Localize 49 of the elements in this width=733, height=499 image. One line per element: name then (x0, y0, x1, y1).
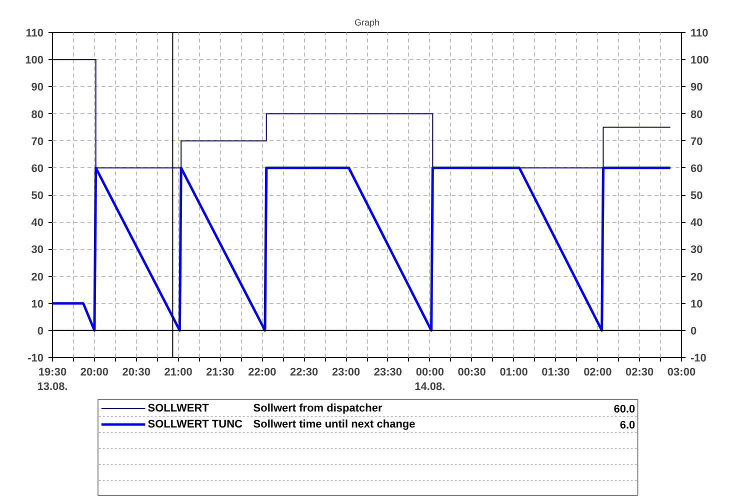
x-tick-label: 23:30 (374, 366, 402, 378)
text: Sollwert from dispatcher (253, 402, 383, 414)
x-tick-label: 00:30 (458, 366, 486, 378)
text: 6.0 (620, 420, 636, 432)
y2-tick-label: 30 (690, 244, 703, 256)
legend-label: SOLLWERT (148, 402, 210, 414)
y-tick-label: 50 (31, 190, 44, 202)
y2-tick-label: 100 (690, 54, 709, 67)
y-tick-label: -10 (28, 352, 44, 364)
y-tick-label: 90 (31, 82, 44, 94)
y-tick-label: 0 (37, 325, 44, 338)
y2-tick-label: 60 (690, 162, 703, 175)
x-tick-label: 22:00 (248, 366, 276, 378)
chart-title: Graph (354, 18, 380, 28)
y2-tick-label: 90 (690, 82, 703, 94)
x-tick-label: 02:30 (626, 366, 654, 378)
x-tick-label: 19:30 13.08. (37, 366, 68, 393)
y-tick-label: 70 (31, 136, 44, 148)
y-tick-label: 100 (25, 54, 44, 67)
y2-tick-label: 70 (690, 136, 703, 148)
y-tick-label: 110 (26, 28, 44, 40)
y2-tick-label: 10 (690, 298, 703, 310)
x-tick-label: 20:30 (122, 366, 150, 378)
y2-tick-label: -10 (690, 352, 706, 364)
x-tick-label: 22:30 (290, 366, 318, 378)
y-tick-label: 40 (31, 217, 44, 230)
x-tick-label: 01:00 (500, 366, 528, 378)
y-tick-label: 20 (31, 271, 44, 284)
x-tick-label: 01:30 (542, 366, 570, 378)
y2-tick-label: 110 (690, 28, 708, 40)
y-tick-label: 60 (31, 162, 44, 175)
y2-tick-label: 80 (690, 108, 703, 121)
y-tick-label: 30 (31, 244, 44, 256)
y2-tick-label: 50 (690, 190, 703, 202)
x-tick-label: 02:00 (584, 366, 612, 378)
x-tick-label: 20:00 (80, 366, 109, 378)
text: 60.0 (614, 404, 636, 416)
x-tick-label: 00:00 14.08. (414, 366, 446, 393)
x-tick-label: 23:00 (332, 366, 360, 378)
y-tick-label: 10 (31, 298, 44, 310)
y2-tick-label: 0 (690, 325, 697, 338)
y2-tick-label: 40 (690, 217, 703, 230)
x-tick-label: 21:30 (206, 366, 234, 378)
legend-label: SOLLWERT TUNC (148, 418, 243, 430)
x-tick-label: 03:00 (667, 366, 696, 378)
x-tick-label: 21:00 (164, 366, 192, 378)
y2-tick-label: 20 (690, 271, 703, 284)
y-tick-label: 80 (31, 108, 44, 121)
text: Sollwert time until next change (253, 418, 416, 430)
